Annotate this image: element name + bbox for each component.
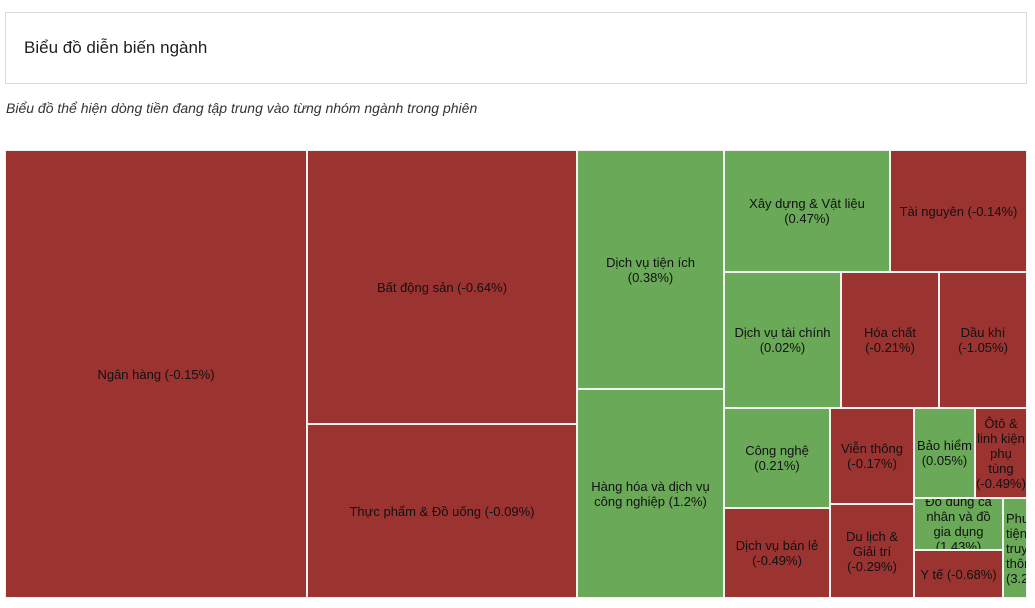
treemap-tile-bao-hiem[interactable]: Bảo hiểm (0.05%): [914, 408, 975, 498]
treemap-tile-label: Hàng hóa và dịch vụ công nghiệp (1.2%): [591, 478, 710, 509]
treemap-tile-xay-dung-vat-lieu[interactable]: Xây dựng & Vật liệu (0.47%): [724, 150, 890, 272]
treemap-tile-label: Dịch vụ tài chính (0.02%): [734, 325, 831, 355]
chart-title: Biểu đồ diễn biến ngành: [24, 38, 208, 57]
treemap-tile-label: Tài nguyên (-0.14%): [899, 203, 1018, 219]
treemap-tile-ngan-hang[interactable]: Ngân hàng (-0.15%): [5, 150, 307, 598]
treemap-tile-y-te[interactable]: Y tế (-0.68%): [914, 550, 1003, 598]
treemap-tile-thuc-pham-do-uong[interactable]: Thực phẩm & Đồ uống (-0.09%): [307, 424, 577, 598]
treemap-tile-dau-khi[interactable]: Dầu khí (-1.05%): [939, 272, 1027, 408]
treemap-tile-label: Bất động sản (-0.64%): [376, 279, 508, 295]
treemap-tile-bat-dong-san[interactable]: Bất động sản (-0.64%): [307, 150, 577, 424]
chart-subtitle: Biểu đồ thể hiện dòng tiền đang tập trun…: [6, 100, 478, 116]
treemap-tile-vien-thong[interactable]: Viễn thông (-0.17%): [830, 408, 914, 504]
treemap-tile-do-dung-ca-nhan-va-do-gia-dung[interactable]: Đồ dùng cá nhân và đồ gia dụng (1.43%): [914, 498, 1003, 550]
treemap-tile-oto-linh-kien-phu-tung[interactable]: Ôtô & linh kiện phụ tùng (-0.49%): [975, 408, 1027, 498]
chart-header: Biểu đồ diễn biến ngành: [5, 12, 1027, 84]
treemap-tile-cong-nghe[interactable]: Công nghệ (0.21%): [724, 408, 830, 508]
treemap-tile-label: Phư tiện truy thôn (3.2: [1006, 510, 1027, 586]
treemap-tile-label: Y tế (-0.68%): [920, 566, 997, 582]
treemap-tile-tai-nguyen[interactable]: Tài nguyên (-0.14%): [890, 150, 1027, 272]
treemap-tile-label: Ngân hàng (-0.15%): [97, 366, 215, 382]
treemap-tile-label: Viễn thông (-0.17%): [841, 441, 903, 471]
treemap-tile-hang-hoa-va-dich-vu-cong-nghiep[interactable]: Hàng hóa và dịch vụ công nghiệp (1.2%): [577, 389, 724, 598]
treemap-tile-du-lich-giai-tri[interactable]: Du lịch & Giải trí (-0.29%): [830, 504, 914, 598]
treemap-tile-dich-vu-tien-ich[interactable]: Dịch vụ tiện ích (0.38%): [577, 150, 724, 389]
treemap-tile-dich-vu-ban-le[interactable]: Dịch vụ bán lẻ (-0.49%): [724, 508, 830, 598]
sector-treemap: Ngân hàng (-0.15%) Bất động sản (-0.64%) T…: [5, 150, 1027, 598]
treemap-tile-label: Du lịch & Giải trí (-0.29%): [845, 528, 899, 574]
treemap-tile-label: Đồ dùng cá nhân và đồ gia dụng (1.43%): [925, 498, 992, 550]
treemap-tile-label: Dịch vụ bán lẻ (-0.49%): [735, 538, 819, 568]
treemap-tile-label: Xây dựng & Vật liệu (0.47%): [749, 196, 865, 226]
treemap-tile-label: Công nghệ (0.21%): [745, 443, 809, 473]
treemap-tile-hoa-chat[interactable]: Hóa chất (-0.21%): [841, 272, 939, 408]
treemap-tile-label: Bảo hiểm (0.05%): [917, 438, 972, 468]
treemap-tile-label: Dịch vụ tiện ích (0.38%): [606, 254, 695, 285]
treemap-tile-label: Hóa chất (-0.21%): [863, 325, 917, 355]
treemap-tile-label: Ôtô & linh kiện phụ tùng (-0.49%): [976, 415, 1026, 491]
treemap-tile-dich-vu-tai-chinh[interactable]: Dịch vụ tài chính (0.02%): [724, 272, 841, 408]
treemap-tile-label: Thực phẩm & Đồ uống (-0.09%): [349, 503, 535, 519]
treemap-tile-phuong-tien-truyen-thong[interactable]: Phư tiện truy thôn (3.2: [1003, 498, 1027, 598]
treemap-tile-label: Dầu khí (-1.05%): [958, 325, 1008, 355]
